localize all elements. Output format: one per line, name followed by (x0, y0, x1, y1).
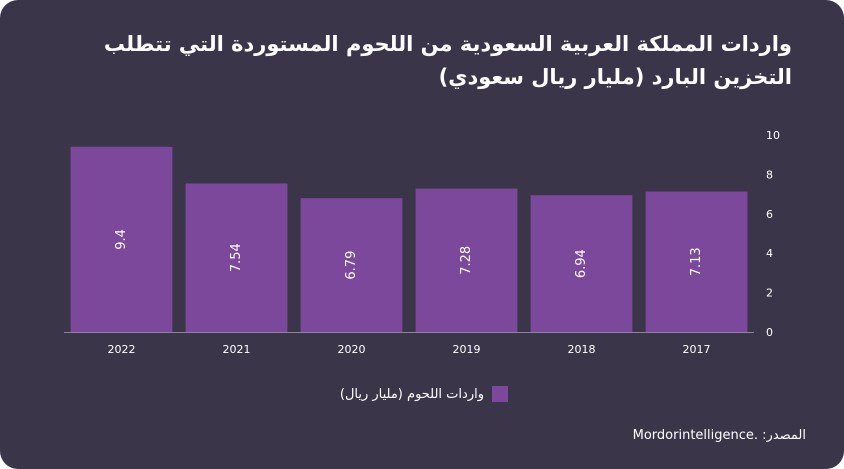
y-tick-label: 4 (766, 247, 773, 260)
x-tick-label: 2019 (453, 343, 481, 356)
source-value: Mordorintelligence. (632, 428, 759, 443)
y-tick-label: 10 (766, 129, 780, 142)
legend-label: واردات اللحوم (مليار ريال) (339, 386, 484, 402)
bar-data-label: 6.94 (574, 249, 589, 278)
bars-group: 9.4 7.54 6.79 7.28 6.94 7.13 (70, 146, 748, 332)
bar-data-label: 7.28 (459, 246, 474, 275)
x-tick-label: 2022 (108, 343, 136, 356)
x-tick-label: 2021 (223, 343, 251, 356)
y-tick-label: 2 (766, 287, 773, 300)
y-tick-label: 6 (766, 208, 773, 221)
x-tick-label: 2020 (338, 343, 366, 356)
legend: واردات اللحوم (مليار ريال) (340, 386, 508, 402)
chart-title: واردات المملكة العربية السعودية من اللحو… (103, 32, 792, 89)
bar[interactable] (185, 183, 288, 332)
x-axis: 2022 2021 2020 2019 2018 2017 (108, 343, 711, 356)
bar[interactable] (530, 195, 633, 332)
bar-data-label: 7.54 (229, 243, 244, 272)
bar-data-label: 7.13 (689, 247, 704, 276)
legend-swatch (492, 386, 508, 402)
bar-data-label: 6.79 (344, 251, 359, 280)
y-tick-label: 0 (766, 326, 773, 339)
bar[interactable] (645, 191, 748, 332)
y-axis: 0 2 4 6 8 10 (766, 129, 780, 339)
bar[interactable] (70, 146, 173, 332)
y-tick-label: 8 (766, 168, 773, 181)
x-tick-label: 2018 (568, 343, 596, 356)
bar-data-label: 9.4 (114, 229, 129, 250)
bar[interactable] (415, 188, 518, 332)
source-note: المصدر: Mordorintelligence. (633, 428, 806, 443)
x-tick-label: 2017 (683, 343, 711, 356)
bar[interactable] (300, 198, 403, 332)
source-label: المصدر: (762, 428, 806, 443)
